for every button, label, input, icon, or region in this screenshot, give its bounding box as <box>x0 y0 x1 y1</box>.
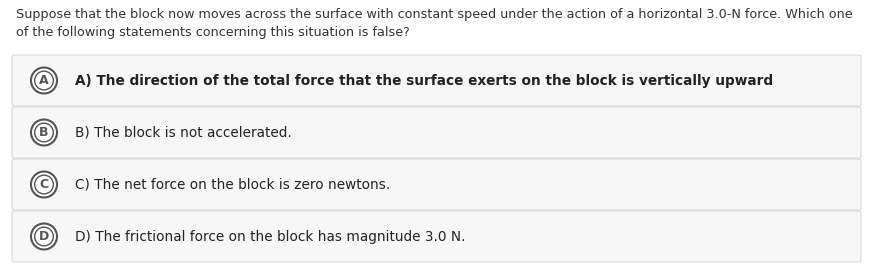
Text: A) The direction of the total force that the surface exerts on the block is vert: A) The direction of the total force that… <box>75 73 773 87</box>
Ellipse shape <box>35 175 53 194</box>
FancyBboxPatch shape <box>12 107 861 158</box>
Text: C: C <box>39 178 49 191</box>
Text: D: D <box>39 230 49 243</box>
Ellipse shape <box>31 68 57 94</box>
Text: A: A <box>39 74 49 87</box>
Text: Suppose that the block now moves across the surface with constant speed under th: Suppose that the block now moves across … <box>16 8 853 21</box>
Ellipse shape <box>31 120 57 146</box>
Text: C) The net force on the block is zero newtons.: C) The net force on the block is zero ne… <box>75 177 390 192</box>
Ellipse shape <box>35 227 53 246</box>
Text: B: B <box>39 126 49 139</box>
Ellipse shape <box>35 123 53 142</box>
Text: B) The block is not accelerated.: B) The block is not accelerated. <box>75 125 292 140</box>
Ellipse shape <box>35 71 53 90</box>
Text: D) The frictional force on the block has magnitude 3.0 N.: D) The frictional force on the block has… <box>75 229 465 244</box>
FancyBboxPatch shape <box>12 55 861 106</box>
Ellipse shape <box>31 172 57 198</box>
FancyBboxPatch shape <box>12 211 861 262</box>
Text: of the following statements concerning this situation is false?: of the following statements concerning t… <box>16 26 409 39</box>
Ellipse shape <box>31 224 57 250</box>
FancyBboxPatch shape <box>12 159 861 210</box>
